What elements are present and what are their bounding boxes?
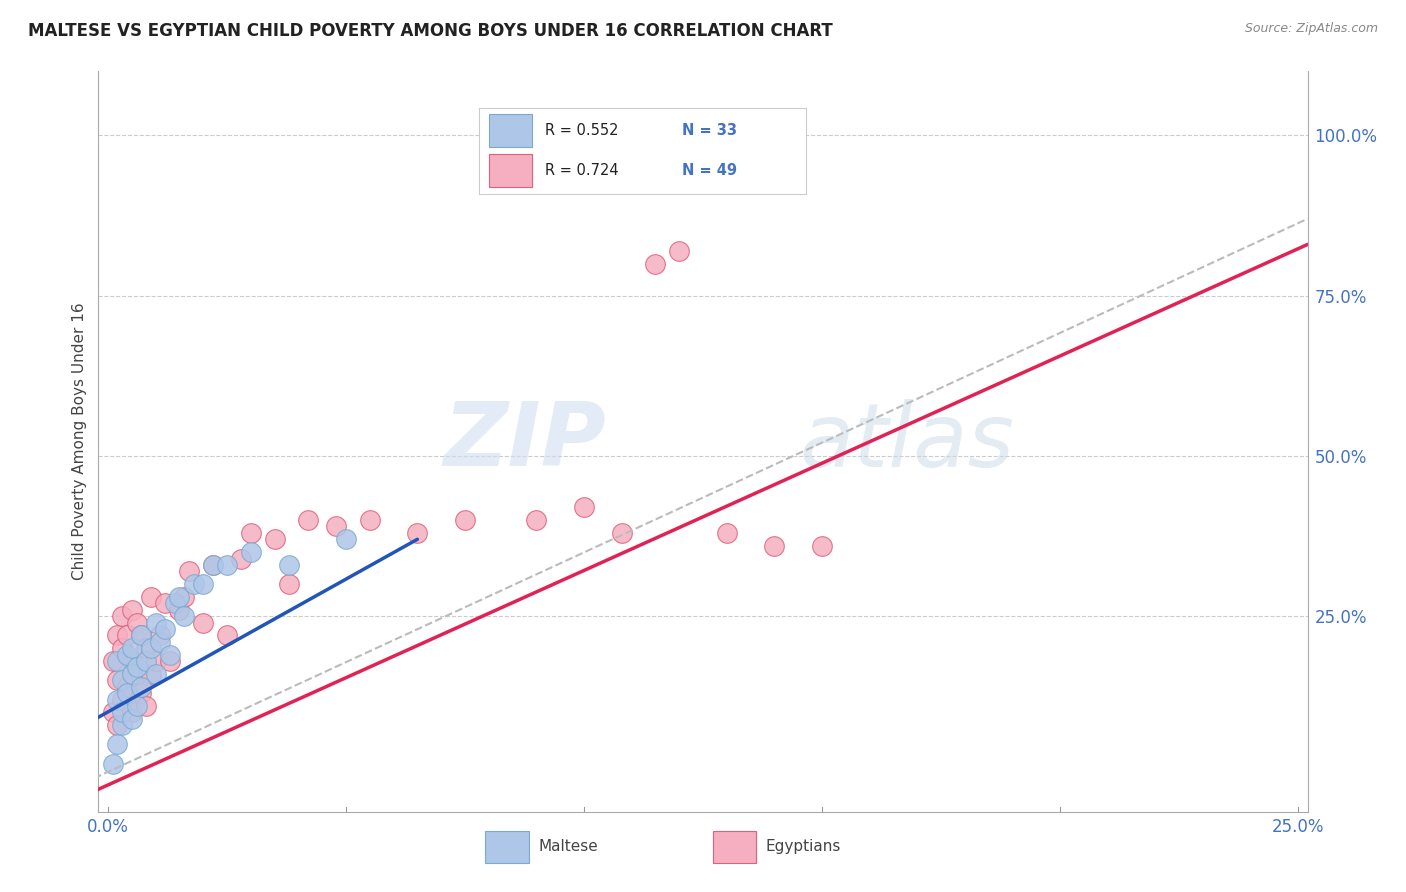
Point: [115, 686, 138, 700]
Point: [191, 615, 214, 630]
Point: [107, 654, 129, 668]
Point: [145, 654, 167, 668]
Point: [572, 500, 595, 515]
Point: [215, 628, 238, 642]
Point: [406, 525, 429, 540]
Point: [325, 519, 347, 533]
Point: [121, 603, 143, 617]
Point: [610, 525, 633, 540]
Point: [135, 654, 157, 668]
Point: [101, 756, 124, 771]
Point: [153, 622, 176, 636]
Point: [125, 666, 148, 681]
Point: [125, 660, 148, 674]
Point: [111, 641, 134, 656]
Point: [139, 590, 162, 604]
Point: [107, 738, 129, 752]
Point: [716, 525, 738, 540]
Point: [668, 244, 690, 258]
Point: [159, 648, 181, 662]
Point: [173, 609, 195, 624]
Text: MALTESE VS EGYPTIAN CHILD POVERTY AMONG BOYS UNDER 16 CORRELATION CHART: MALTESE VS EGYPTIAN CHILD POVERTY AMONG …: [28, 22, 832, 40]
Point: [454, 513, 477, 527]
Point: [107, 673, 129, 688]
Point: [159, 654, 181, 668]
Point: [201, 558, 224, 572]
Point: [107, 628, 129, 642]
Point: [163, 596, 186, 610]
Point: [169, 590, 191, 604]
Point: [191, 577, 214, 591]
Point: [129, 628, 152, 642]
Point: [101, 706, 124, 720]
Point: [139, 641, 162, 656]
Point: [231, 551, 253, 566]
Point: [173, 590, 195, 604]
Point: [121, 654, 143, 668]
Point: [111, 692, 134, 706]
Point: [277, 577, 299, 591]
Point: [277, 558, 299, 572]
Point: [121, 706, 143, 720]
Point: [149, 628, 172, 642]
Point: [524, 513, 547, 527]
Text: ZIP: ZIP: [443, 398, 606, 485]
Point: [115, 628, 138, 642]
Point: [239, 545, 262, 559]
Point: [335, 533, 357, 547]
Text: Source: ZipAtlas.com: Source: ZipAtlas.com: [1244, 22, 1378, 36]
Point: [177, 565, 200, 579]
Point: [201, 558, 224, 572]
Point: [107, 718, 129, 732]
Point: [115, 680, 138, 694]
Point: [129, 628, 152, 642]
Point: [183, 577, 205, 591]
Point: [811, 539, 834, 553]
Point: [145, 615, 167, 630]
Point: [129, 686, 152, 700]
Point: [263, 533, 285, 547]
Point: [215, 558, 238, 572]
Point: [121, 712, 143, 726]
Point: [115, 648, 138, 662]
Y-axis label: Child Poverty Among Boys Under 16: Child Poverty Among Boys Under 16: [72, 302, 87, 581]
Point: [107, 692, 129, 706]
Point: [135, 698, 157, 713]
Point: [297, 513, 319, 527]
Point: [135, 641, 157, 656]
Text: 25.0%: 25.0%: [1272, 818, 1324, 836]
Point: [121, 666, 143, 681]
Point: [359, 513, 381, 527]
Point: [129, 680, 152, 694]
Point: [111, 718, 134, 732]
Point: [145, 666, 167, 681]
Text: atlas: atlas: [800, 399, 1015, 484]
Point: [111, 673, 134, 688]
Point: [169, 603, 191, 617]
Point: [644, 257, 666, 271]
Point: [239, 525, 262, 540]
Point: [125, 615, 148, 630]
Text: 0.0%: 0.0%: [87, 818, 129, 836]
Point: [149, 635, 172, 649]
Point: [101, 654, 124, 668]
Point: [121, 641, 143, 656]
Point: [139, 666, 162, 681]
Point: [763, 539, 786, 553]
Point: [111, 706, 134, 720]
Point: [125, 698, 148, 713]
Point: [153, 596, 176, 610]
Point: [111, 609, 134, 624]
